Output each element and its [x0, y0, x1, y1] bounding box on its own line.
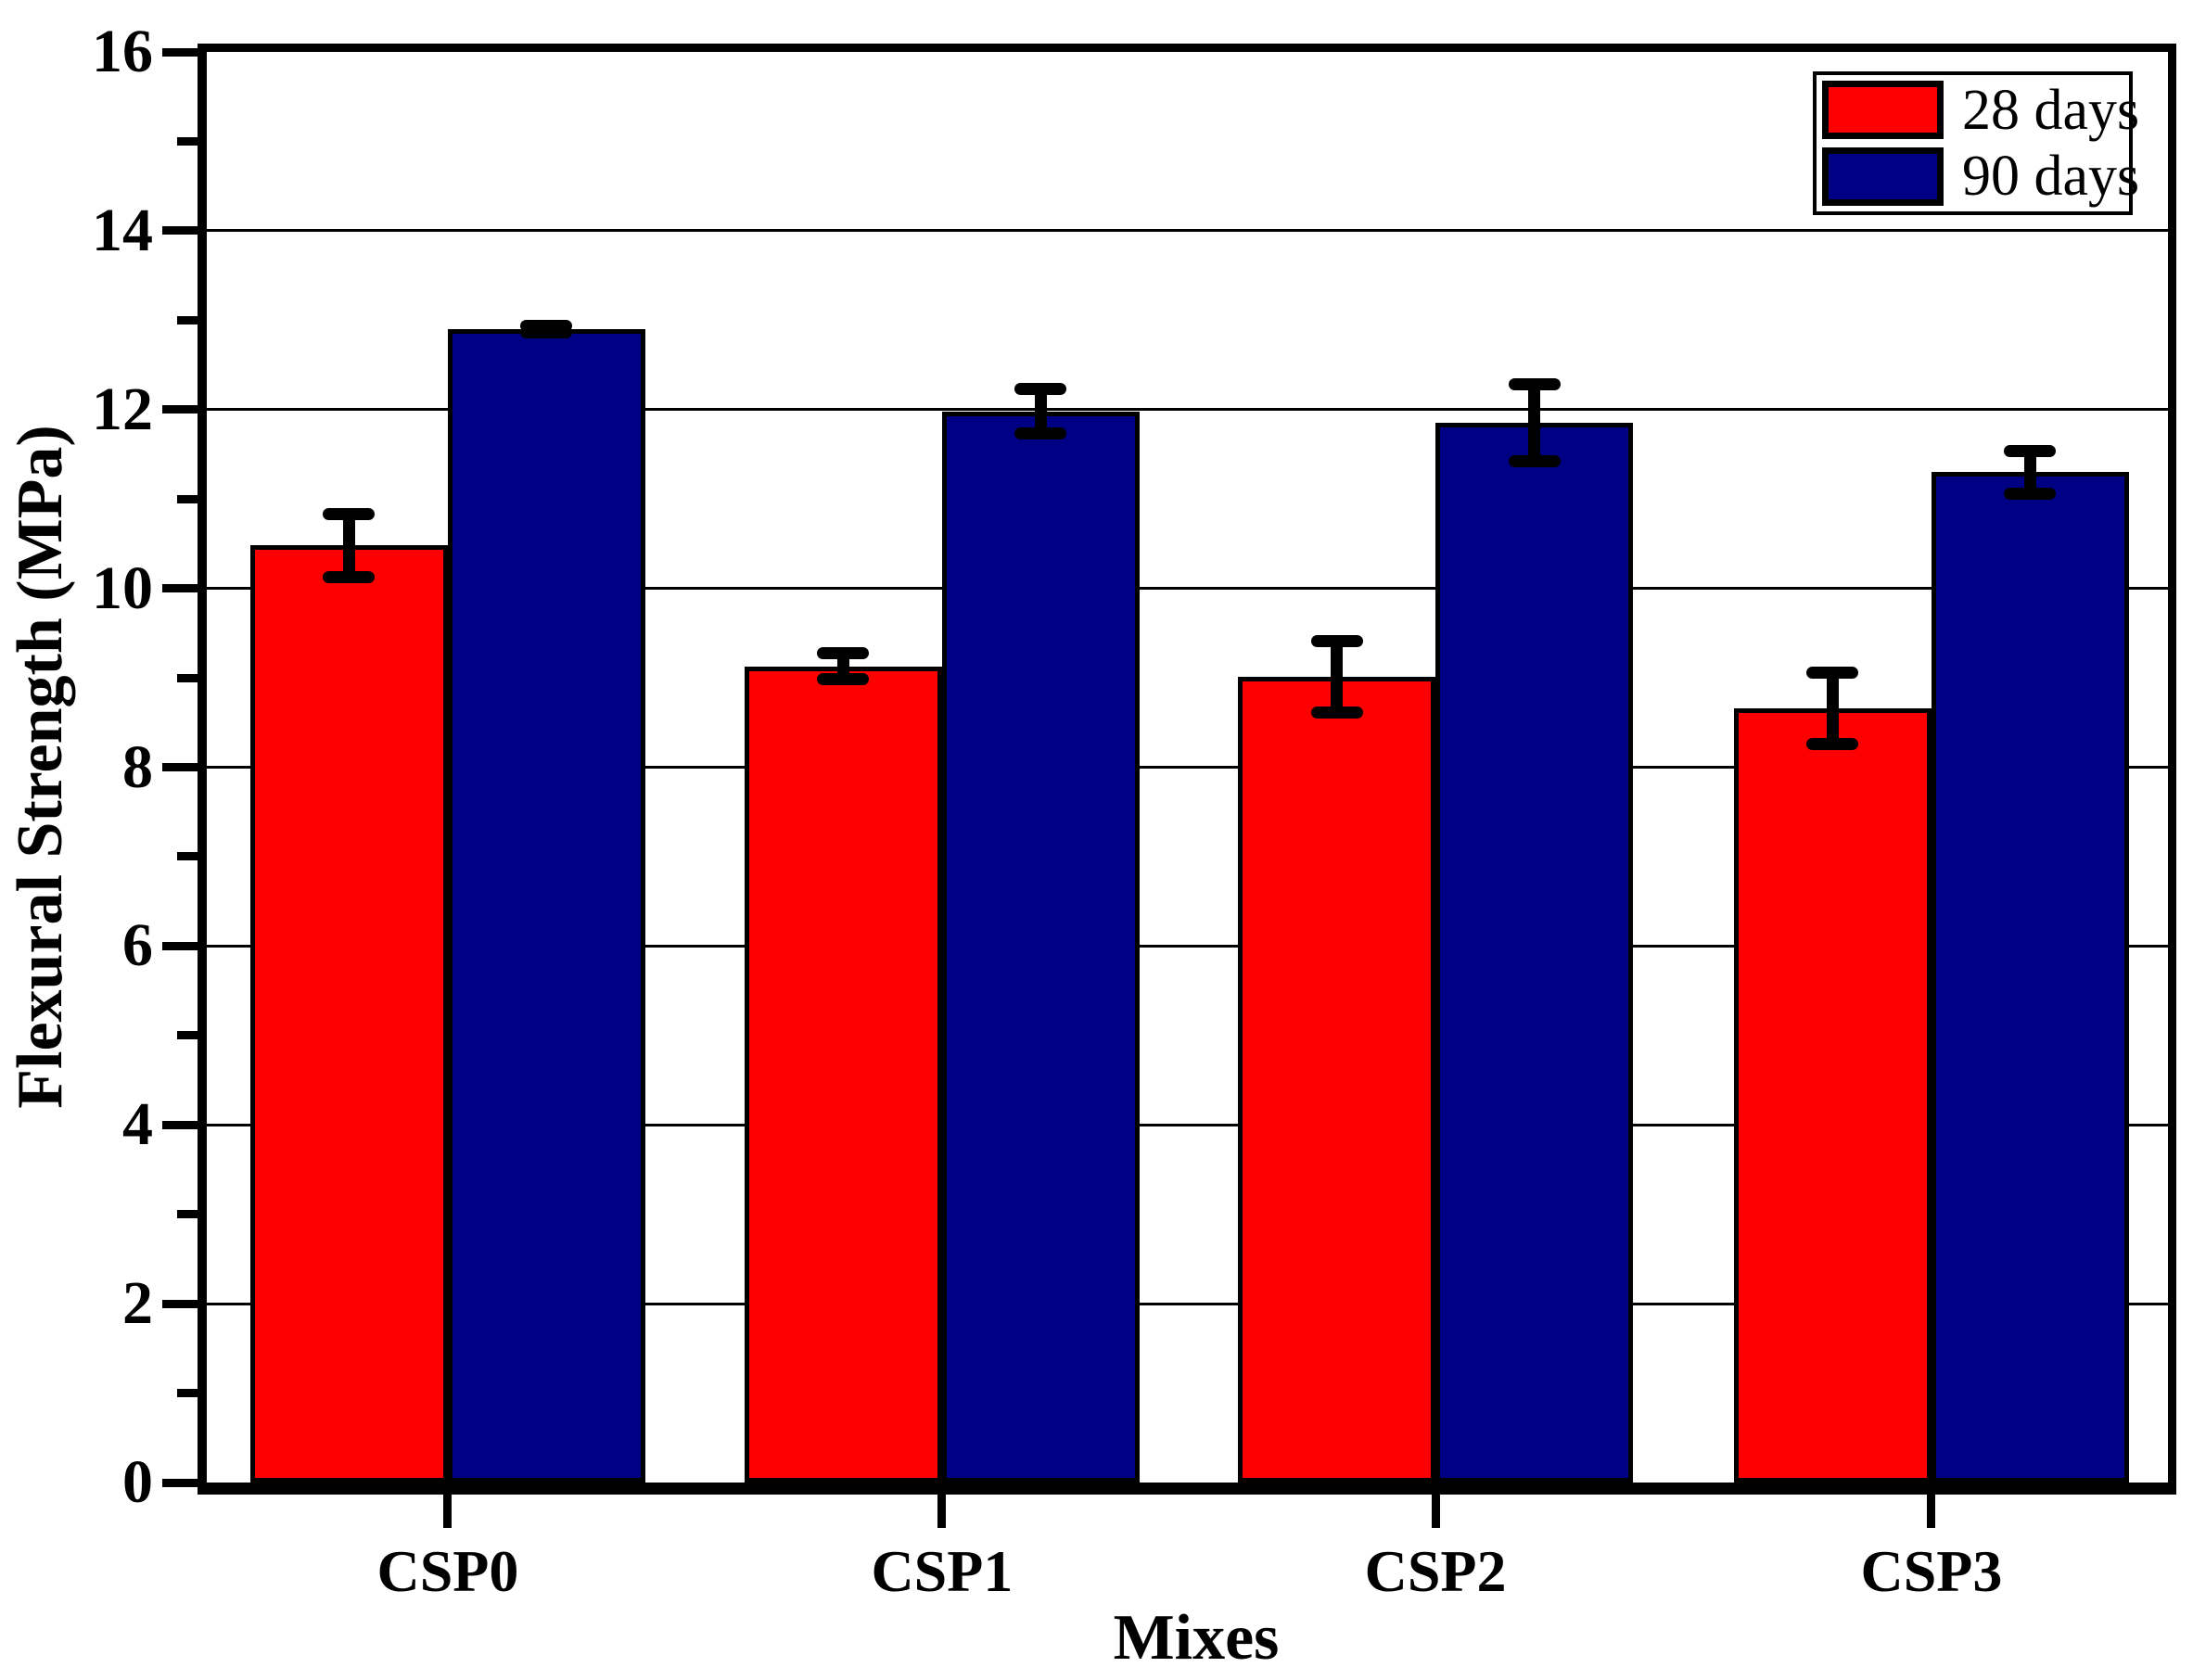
bar-csp3-90-days — [1931, 472, 2129, 1483]
y-major-tick-14 — [162, 226, 198, 235]
x-tick-label-csp0: CSP0 — [376, 1538, 519, 1604]
bar-csp2-90-days — [1435, 423, 1634, 1483]
bar-csp2-28-days — [1238, 677, 1436, 1483]
y-tick-label-2: 2 — [122, 1269, 153, 1338]
x-tick-label-csp3: CSP3 — [1860, 1538, 2003, 1604]
gridline-y-4 — [207, 1123, 2168, 1126]
bar-csp1-28-days — [744, 666, 942, 1483]
x-tick-csp1 — [937, 1495, 947, 1528]
y-major-tick-16 — [162, 47, 198, 57]
y-minor-tick-7 — [177, 852, 198, 861]
y-major-tick-6 — [162, 941, 198, 950]
x-tick-csp2 — [1431, 1495, 1440, 1528]
gridline-y-2 — [207, 1302, 2168, 1305]
error-bar-cap-low-csp3-90-days — [2004, 487, 2057, 500]
x-tick-label-csp2: CSP2 — [1364, 1538, 1507, 1604]
y-minor-tick-3 — [177, 1210, 198, 1219]
error-bar-cap-low-csp0-28-days — [323, 570, 376, 583]
error-bar-cap-high-csp0-28-days — [323, 508, 376, 521]
error-bar-stem-csp3-28-days — [1826, 672, 1839, 745]
error-bar-stem-csp0-28-days — [342, 514, 355, 578]
y-minor-tick-15 — [177, 136, 198, 146]
legend: 28 days 90 days — [1813, 71, 2139, 215]
error-bar-cap-high-csp2-28-days — [1310, 635, 1363, 648]
bar-csp0-28-days — [249, 545, 448, 1483]
y-minor-tick-9 — [177, 673, 198, 682]
error-bar-cap-low-csp3-28-days — [1806, 737, 1859, 750]
error-bar-stem-csp1-28-days — [836, 653, 849, 680]
legend-item-28-days: 28 days — [1822, 77, 2139, 144]
y-major-tick-8 — [162, 763, 198, 771]
error-bar-stem-csp2-28-days — [1331, 641, 1344, 713]
y-major-tick-12 — [162, 405, 198, 414]
gridline-y-14 — [207, 229, 2168, 233]
y-minor-tick-13 — [177, 315, 198, 325]
x-tick-label-csp1: CSP1 — [871, 1538, 1014, 1604]
gridline-y-8 — [207, 766, 2168, 769]
y-minor-tick-5 — [177, 1031, 198, 1040]
legend-swatch-90-days — [1822, 146, 1944, 206]
bar-csp0-90-days — [447, 328, 645, 1483]
error-bar-cap-low-csp1-90-days — [1014, 427, 1067, 440]
error-bar-cap-low-csp0-90-days — [520, 326, 573, 339]
y-tick-label-14: 14 — [92, 196, 153, 264]
y-tick-label-10: 10 — [92, 554, 153, 622]
error-bar-cap-low-csp2-28-days — [1310, 706, 1363, 719]
y-major-tick-2 — [162, 1299, 198, 1308]
y-tick-label-4: 4 — [122, 1090, 153, 1159]
error-bar-cap-high-csp3-90-days — [2004, 444, 2057, 457]
plot-inner-area — [207, 52, 2168, 1483]
gridline-y-12 — [207, 408, 2168, 412]
error-bar-cap-low-csp2-90-days — [1508, 455, 1561, 468]
y-axis-title: Flexural Strength (MPa) — [5, 425, 76, 1109]
error-bar-stem-csp2-90-days — [1528, 384, 1541, 462]
x-axis-title: Mixes — [1113, 1602, 1280, 1674]
x-tick-csp3 — [1927, 1495, 1936, 1528]
plot-area — [198, 44, 2176, 1495]
x-tick-csp0 — [443, 1495, 453, 1528]
y-major-tick-10 — [162, 584, 198, 593]
legend-swatch-28-days — [1822, 81, 1944, 140]
y-tick-label-0: 0 — [122, 1448, 153, 1516]
error-bar-stem-csp1-90-days — [1034, 388, 1047, 434]
bar-csp3-28-days — [1733, 707, 1932, 1483]
y-tick-label-16: 16 — [92, 18, 153, 85]
legend-item-90-days: 90 days — [1822, 144, 2139, 210]
gridline-y-10 — [207, 587, 2168, 591]
y-minor-tick-11 — [177, 494, 198, 503]
y-tick-label-6: 6 — [122, 911, 153, 980]
y-major-tick-4 — [162, 1120, 198, 1129]
y-major-tick-0 — [162, 1478, 198, 1487]
y-minor-tick-1 — [177, 1389, 198, 1398]
error-bar-cap-low-csp1-28-days — [817, 673, 870, 686]
error-bar-stem-csp3-90-days — [2023, 451, 2036, 494]
error-bar-cap-high-csp1-90-days — [1014, 383, 1067, 396]
error-bar-cap-high-csp3-28-days — [1806, 666, 1859, 679]
error-bar-cap-high-csp2-90-days — [1508, 378, 1561, 391]
legend-label-28-days: 28 days — [1962, 78, 2140, 142]
gridline-y-6 — [207, 944, 2168, 948]
bar-csp1-90-days — [941, 411, 1140, 1483]
legend-label-90-days: 90 days — [1962, 145, 2140, 209]
y-tick-label-8: 8 — [122, 732, 153, 801]
error-bar-cap-high-csp1-28-days — [817, 646, 870, 659]
y-tick-label-12: 12 — [92, 375, 153, 443]
